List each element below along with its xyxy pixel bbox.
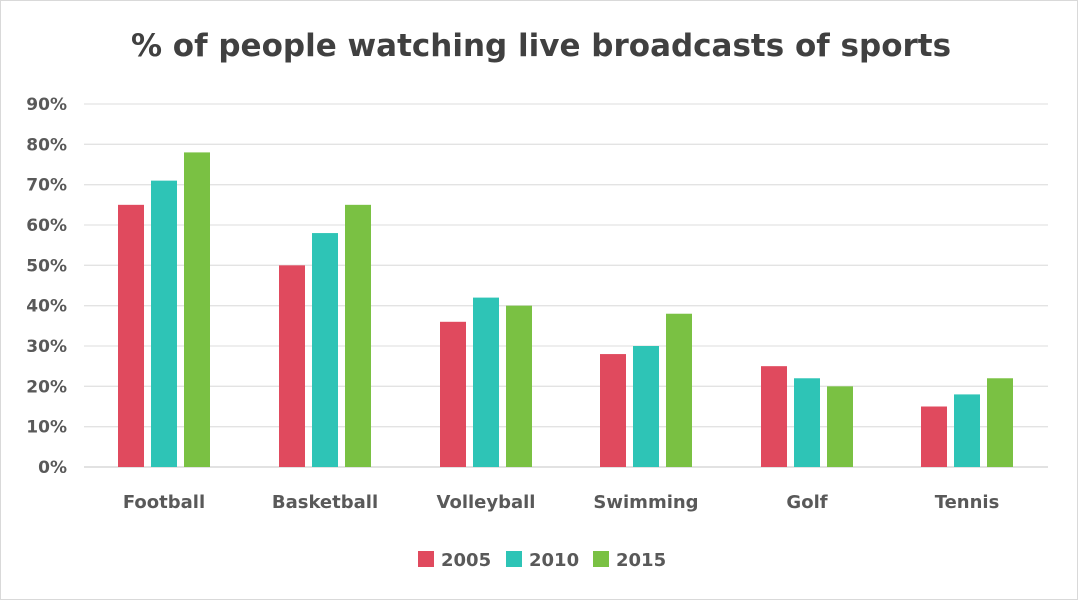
- bar-swimming-2015: [666, 313, 692, 467]
- y-tick-label: 10%: [26, 418, 67, 438]
- bar-volleyball-2015: [506, 305, 532, 467]
- x-category-label: Basketball: [272, 492, 378, 513]
- y-axis-tick-labels: 0% 10% 20% 30% 40% 50% 60% 70% 80% 90%: [26, 95, 67, 478]
- bar-golf-2015: [827, 386, 853, 467]
- y-tick-label: 90%: [26, 95, 67, 115]
- y-tick-label: 30%: [26, 337, 67, 357]
- y-tick-label: 50%: [26, 256, 67, 276]
- bar-golf-2010: [794, 378, 820, 467]
- bar-football-2005: [118, 204, 144, 468]
- y-tick-label: 80%: [26, 135, 67, 155]
- y-tick-label: 0%: [38, 458, 67, 478]
- gridlines: [84, 103, 1048, 468]
- x-axis-category-labels: Football Basketball Volleyball Swimming Golf…: [123, 492, 999, 513]
- bar-tennis-2005: [921, 406, 947, 467]
- bar-swimming-2010: [633, 346, 659, 467]
- y-tick-label: 70%: [26, 176, 67, 196]
- legend-swatch-2010: [506, 551, 522, 567]
- bar-swimming-2005: [600, 354, 626, 467]
- x-category-label: Swimming: [593, 492, 698, 513]
- bars: [118, 152, 1013, 468]
- x-category-label: Golf: [786, 492, 827, 513]
- legend-label-2010: 2010: [529, 550, 579, 571]
- bar-football-2015: [184, 152, 210, 467]
- bar-football-2010: [151, 180, 177, 467]
- x-category-label: Volleyball: [437, 492, 536, 513]
- legend-swatch-2015: [593, 551, 609, 567]
- x-category-label: Tennis: [935, 492, 1000, 513]
- y-tick-label: 60%: [26, 216, 67, 236]
- x-category-label: Football: [123, 492, 205, 513]
- bar-volleyball-2010: [473, 297, 499, 467]
- legend-label-2005: 2005: [441, 550, 491, 571]
- bar-basketball-2010: [312, 233, 338, 467]
- y-tick-label: 20%: [26, 377, 67, 397]
- bar-basketball-2015: [345, 204, 371, 468]
- y-tick-label: 40%: [26, 297, 67, 317]
- bar-tennis-2015: [987, 378, 1013, 467]
- bar-volleyball-2005: [440, 321, 466, 467]
- legend: 2005 2010 2015: [418, 550, 666, 571]
- bar-tennis-2010: [954, 394, 980, 467]
- bar-golf-2005: [761, 366, 787, 467]
- chart-title: % of people watching live broadcasts of …: [131, 28, 951, 64]
- legend-swatch-2005: [418, 551, 434, 567]
- bar-basketball-2005: [279, 265, 305, 467]
- legend-label-2015: 2015: [616, 550, 666, 571]
